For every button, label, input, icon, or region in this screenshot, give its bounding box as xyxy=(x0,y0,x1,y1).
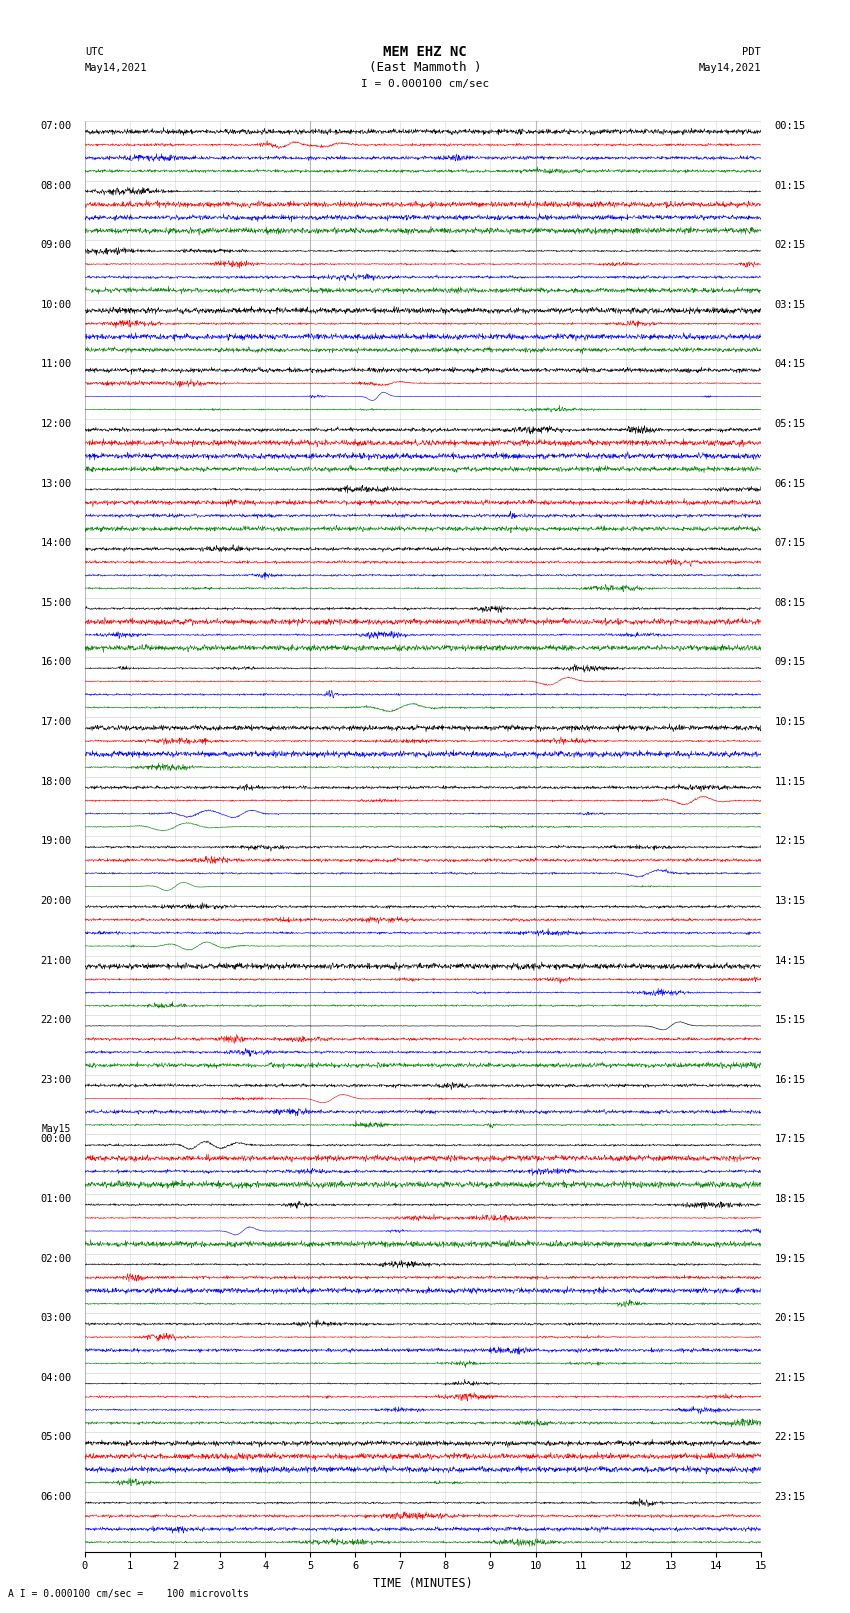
Text: 21:15: 21:15 xyxy=(774,1373,806,1382)
Text: 03:15: 03:15 xyxy=(774,300,806,310)
Text: PDT: PDT xyxy=(742,47,761,56)
Text: 04:00: 04:00 xyxy=(40,1373,71,1382)
Text: 18:15: 18:15 xyxy=(774,1194,806,1203)
Text: May15: May15 xyxy=(42,1124,71,1134)
Text: MEM EHZ NC: MEM EHZ NC xyxy=(383,45,467,58)
Text: 19:15: 19:15 xyxy=(774,1253,806,1263)
Text: 05:00: 05:00 xyxy=(40,1432,71,1442)
Text: 02:15: 02:15 xyxy=(774,240,806,250)
Text: 13:15: 13:15 xyxy=(774,895,806,907)
Text: 00:00: 00:00 xyxy=(40,1134,71,1144)
Text: 21:00: 21:00 xyxy=(40,955,71,966)
Text: 12:15: 12:15 xyxy=(774,836,806,847)
X-axis label: TIME (MINUTES): TIME (MINUTES) xyxy=(373,1578,473,1590)
Text: 22:15: 22:15 xyxy=(774,1432,806,1442)
Text: (East Mammoth ): (East Mammoth ) xyxy=(369,61,481,74)
Text: 17:15: 17:15 xyxy=(774,1134,806,1144)
Text: 09:00: 09:00 xyxy=(40,240,71,250)
Text: 22:00: 22:00 xyxy=(40,1015,71,1026)
Text: 08:15: 08:15 xyxy=(774,598,806,608)
Text: 07:15: 07:15 xyxy=(774,539,806,548)
Text: 02:00: 02:00 xyxy=(40,1253,71,1263)
Text: 19:00: 19:00 xyxy=(40,836,71,847)
Text: May14,2021: May14,2021 xyxy=(698,63,761,73)
Text: 00:15: 00:15 xyxy=(774,121,806,131)
Text: 15:15: 15:15 xyxy=(774,1015,806,1026)
Text: 01:00: 01:00 xyxy=(40,1194,71,1203)
Text: 23:15: 23:15 xyxy=(774,1492,806,1502)
Text: 13:00: 13:00 xyxy=(40,479,71,489)
Text: 01:15: 01:15 xyxy=(774,181,806,190)
Text: 14:15: 14:15 xyxy=(774,955,806,966)
Text: May14,2021: May14,2021 xyxy=(85,63,148,73)
Text: 06:00: 06:00 xyxy=(40,1492,71,1502)
Text: 07:00: 07:00 xyxy=(40,121,71,131)
Text: 11:15: 11:15 xyxy=(774,777,806,787)
Text: 11:00: 11:00 xyxy=(40,360,71,369)
Text: 16:15: 16:15 xyxy=(774,1074,806,1086)
Text: A I = 0.000100 cm/sec =    100 microvolts: A I = 0.000100 cm/sec = 100 microvolts xyxy=(8,1589,249,1598)
Text: 06:15: 06:15 xyxy=(774,479,806,489)
Text: 04:15: 04:15 xyxy=(774,360,806,369)
Text: 15:00: 15:00 xyxy=(40,598,71,608)
Text: 20:15: 20:15 xyxy=(774,1313,806,1323)
Text: 18:00: 18:00 xyxy=(40,777,71,787)
Text: 23:00: 23:00 xyxy=(40,1074,71,1086)
Text: 16:00: 16:00 xyxy=(40,658,71,668)
Text: 20:00: 20:00 xyxy=(40,895,71,907)
Text: 17:00: 17:00 xyxy=(40,718,71,727)
Text: I = 0.000100 cm/sec: I = 0.000100 cm/sec xyxy=(361,79,489,89)
Text: 05:15: 05:15 xyxy=(774,419,806,429)
Text: 09:15: 09:15 xyxy=(774,658,806,668)
Text: 10:15: 10:15 xyxy=(774,718,806,727)
Text: 08:00: 08:00 xyxy=(40,181,71,190)
Text: UTC: UTC xyxy=(85,47,104,56)
Text: 12:00: 12:00 xyxy=(40,419,71,429)
Text: 03:00: 03:00 xyxy=(40,1313,71,1323)
Text: 10:00: 10:00 xyxy=(40,300,71,310)
Text: 14:00: 14:00 xyxy=(40,539,71,548)
